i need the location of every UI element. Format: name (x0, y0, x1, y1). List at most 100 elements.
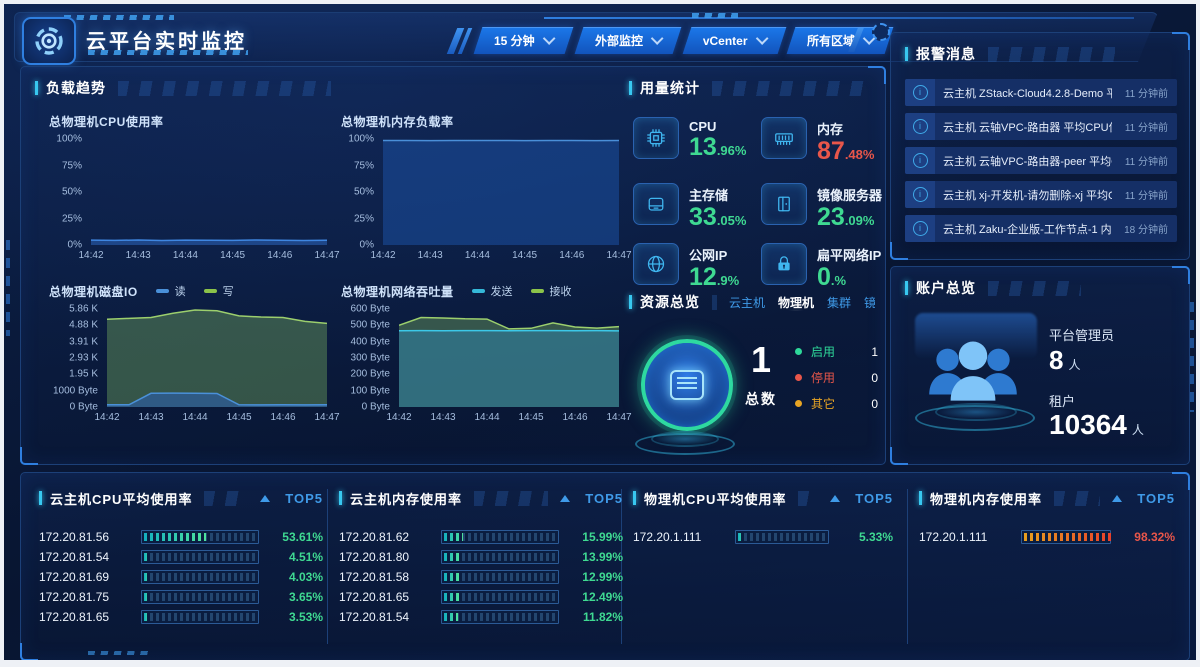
x-tick: 14:47 (314, 250, 340, 261)
legend-value: 0 (871, 396, 878, 411)
x-tick: 14:42 (78, 250, 104, 261)
section-accent (905, 281, 908, 295)
alarm-time: 18 分钟前 (1124, 225, 1168, 236)
filter-platform[interactable]: vCenter (682, 27, 786, 54)
usage-bar (441, 569, 559, 584)
legend-dot (795, 348, 802, 355)
separator (907, 489, 908, 644)
tab-cloud-host[interactable]: 云主机 (729, 295, 766, 310)
usage-percent: 4.51% (288, 549, 323, 564)
alarm-item[interactable]: 云主机 云轴VPC-路由器-peer 平均CPU使用率≥80% 11 分钟前 (905, 147, 1177, 174)
y-tick: 100% (348, 133, 374, 145)
header-deco-line (544, 17, 1134, 19)
x-tick: 14:43 (430, 412, 456, 423)
chart-x-axis: 14:42 14:43 14:44 14:45 14:46 14:47 (78, 250, 339, 264)
chart-title: 总物理机CPU使用率 (49, 114, 164, 129)
usage-header: 用量统计 (629, 79, 871, 97)
chevron-down-icon (542, 32, 556, 45)
x-tick: 14:45 (518, 412, 544, 423)
chart-plot (383, 139, 619, 245)
top5-badge: TOP5 (855, 490, 893, 506)
memory-icon (761, 117, 807, 159)
host-ip: 172.20.81.65 (39, 609, 110, 624)
legend-disabled: 停用 0 (795, 369, 878, 386)
usage-stat-memory: 内存 87.48% (761, 117, 887, 164)
x-tick: 14:42 (370, 250, 396, 261)
info-icon (905, 181, 935, 208)
y-tick: 1.95 K (69, 368, 98, 380)
alarm-message: 云主机 云轴VPC-路由器 平均CPU使用率≥80% (943, 121, 1112, 134)
legend-value: 0 (871, 370, 878, 385)
alarm-message: 云主机 Zaku-企业版-工作节点-1 内存已用百分比(需安... (943, 223, 1112, 236)
y-tick: 200 Byte (350, 368, 390, 380)
header-deco-dashes (692, 13, 738, 18)
section-hatch (474, 490, 549, 506)
chart-cpu-usage: 总物理机CPU使用率 100% 75% 50% 25% 0% 14:42 14:43 14:… (49, 113, 340, 264)
tab-physical-host[interactable]: 物理机 (778, 295, 815, 310)
legend-label: 其它 (811, 397, 836, 411)
y-tick: 50% (353, 186, 374, 198)
cpu-chip-icon (633, 117, 679, 159)
section-title: 物理机CPU平均使用率 (644, 491, 787, 507)
usage-bar (441, 529, 559, 544)
y-tick: 3.91 K (69, 336, 98, 348)
stat-label: 镜像服务器 (817, 188, 883, 203)
chart-title: 总物理机网络吞吐量 (341, 284, 454, 299)
filter-label: vCenter (702, 33, 748, 48)
host-ip: 172.20.81.80 (339, 549, 410, 564)
x-tick: 14:46 (267, 250, 293, 261)
usage-stat-public-ip: 公网IP 12.9% (633, 243, 759, 290)
y-tick: 0% (67, 239, 82, 251)
tab-image[interactable]: 镜像 (864, 295, 875, 310)
alarm-item[interactable]: 云主机 Zaku-企业版-工作节点-1 内存已用百分比(需安... 18 分钟前 (905, 215, 1177, 242)
stat-value: 23.09% (817, 203, 875, 231)
separator (327, 489, 328, 644)
top5-list: 172.20.81.62 15.99% 172.20.81.80 13.99% … (339, 529, 623, 629)
section-title: 云主机CPU平均使用率 (50, 491, 193, 507)
x-tick: 14:47 (606, 250, 632, 261)
top5-header: 物理机CPU平均使用率 TOP5 (633, 489, 893, 507)
stat-value: 33.05% (689, 203, 747, 231)
top5-row: 172.20.81.54 4.51% (39, 549, 323, 564)
ring-glow-inner (651, 431, 719, 447)
alarm-item[interactable]: 云主机 xj-开发机-请勿删除-xj 平均CPU使用率≥80% 11 分钟前 (905, 181, 1177, 208)
x-tick: 14:43 (138, 412, 164, 423)
usage-percent: 3.53% (288, 609, 323, 624)
filter-time-range[interactable]: 15 分钟 (473, 27, 574, 54)
resources-header: 资源总览 云主机 物理机 集群 镜像 (629, 293, 875, 311)
top5-row: 172.20.81.62 15.99% (339, 529, 623, 544)
flat-network-lock-icon (761, 243, 807, 285)
stat-value: 12.9% (689, 263, 740, 291)
resource-total-label: 总数 (745, 391, 777, 407)
triangle-up-icon (560, 494, 571, 502)
top5-badge: TOP5 (585, 490, 623, 506)
x-tick: 14:44 (474, 412, 500, 423)
alarm-item[interactable]: 云主机 云轴VPC-路由器 平均CPU使用率≥80% 11 分钟前 (905, 113, 1177, 140)
usage-bar (735, 529, 829, 544)
usage-percent: 53.61% (282, 529, 323, 544)
filter-monitor-source[interactable]: 外部监控 (574, 27, 682, 54)
host-ip: 172.20.81.65 (339, 589, 410, 604)
host-ip: 172.20.81.58 (339, 569, 410, 584)
chart-y-axis: 5.86 K 4.88 K 3.91 K 2.93 K 1.95 K 1000 Byte 0… (49, 304, 107, 413)
usage-stat-image-server: 镜像服务器 23.09% (761, 183, 887, 230)
tab-cluster[interactable]: 集群 (827, 295, 852, 310)
top5-badge: TOP5 (285, 490, 323, 506)
x-tick: 14:47 (314, 412, 340, 423)
filter-bar: 15 分钟 外部监控 vCenter 所有区域 (473, 27, 894, 54)
x-tick: 14:42 (94, 412, 120, 423)
top5-row: 172.20.81.75 3.65% (39, 589, 323, 604)
chart-x-axis: 14:42 14:43 14:44 14:45 14:46 14:47 (386, 412, 631, 426)
chart-plot (107, 309, 327, 407)
usage-bar (141, 609, 259, 624)
top5-row: 172.20.81.54 11.82% (339, 609, 623, 624)
section-accent (629, 81, 632, 95)
y-tick: 1000 Byte (52, 385, 98, 397)
chevron-down-icon (650, 32, 664, 45)
y-tick: 100 Byte (350, 385, 390, 397)
alarm-item[interactable]: 云主机 ZStack-Cloud4.2.8-Demo 平均CPU使用率≥8...… (905, 79, 1177, 106)
usage-percent: 15.99% (582, 529, 623, 544)
y-tick: 0 Byte (361, 401, 390, 413)
y-tick: 0 Byte (69, 401, 98, 413)
